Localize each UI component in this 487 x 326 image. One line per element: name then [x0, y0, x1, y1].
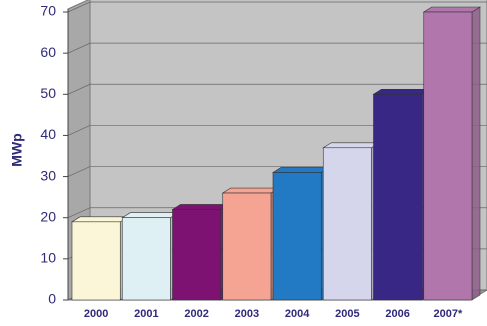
grid-line — [67, 42, 487, 54]
bar-top — [221, 187, 281, 194]
bar — [423, 11, 473, 301]
y-tick-label: 0 — [48, 291, 56, 307]
bar — [71, 221, 121, 301]
bar — [172, 209, 222, 301]
y-tick-label: 70 — [40, 3, 56, 19]
bar-top — [372, 88, 431, 95]
x-tick-label: 2005 — [335, 308, 359, 320]
x-tick-label: 2003 — [235, 308, 259, 320]
bar — [121, 217, 171, 301]
x-tick-label: 2007* — [433, 308, 462, 320]
bar-top — [171, 204, 230, 210]
y-tick-label: 30 — [40, 167, 56, 183]
y-tick-label: 40 — [40, 126, 56, 142]
bar — [322, 147, 372, 301]
bar-top — [271, 167, 331, 173]
bar-top — [422, 6, 482, 13]
grid-line — [67, 1, 487, 13]
y-tick-label: 20 — [40, 208, 56, 224]
x-tick-label: 2006 — [385, 308, 409, 320]
y-axis-label: MWp — [9, 133, 25, 166]
bar-top — [121, 212, 180, 219]
x-tick-label: 2004 — [285, 308, 310, 320]
y-tick-label: 10 — [40, 250, 56, 266]
x-tick-label: 2001 — [134, 308, 158, 320]
bar — [222, 192, 272, 301]
y-tick-label: 60 — [40, 44, 56, 60]
bar — [373, 93, 423, 301]
grid-line — [67, 83, 487, 95]
bar-top — [70, 216, 130, 223]
bar — [272, 172, 322, 301]
x-tick-label: 2002 — [184, 308, 208, 320]
bar-top — [322, 142, 381, 149]
x-tick-label: 2000 — [84, 308, 108, 320]
y-tick-label: 50 — [40, 85, 56, 101]
bar-side — [471, 6, 481, 301]
grid-line — [67, 125, 487, 136]
